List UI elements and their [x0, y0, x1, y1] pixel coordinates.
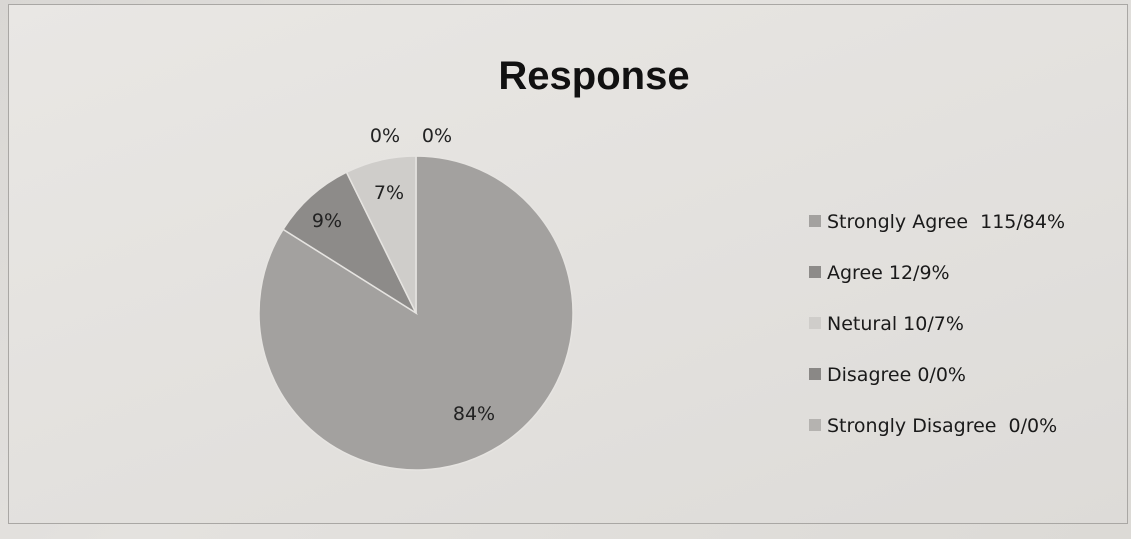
pie-slice-agree [282, 171, 418, 316]
legend-swatch-agree [809, 266, 821, 278]
chart-frame: Response 84% 9% 7% 0% 0% Strongly Agree 115/… [8, 4, 1128, 524]
legend-label-disagree: Disagree 0/0% [827, 364, 966, 386]
chart-title: Response [498, 54, 689, 98]
data-label-strongly-agree: 84% [453, 403, 495, 425]
legend-swatch-disagree [809, 368, 821, 380]
data-label-strongly-disagree: 0% [422, 125, 452, 147]
pie-slices [258, 155, 574, 471]
legend-label-strongly-agree: Strongly Agree 115/84% [827, 211, 1065, 233]
pie-slice-netural [345, 155, 417, 314]
legend-swatch-strongly-disagree [809, 419, 821, 431]
legend-label-agree: Agree 12/9% [827, 262, 950, 284]
data-label-netural: 7% [374, 182, 404, 204]
legend-label-strongly-disagree: Strongly Disagree 0/0% [827, 415, 1057, 437]
data-label-disagree: 0% [370, 125, 400, 147]
legend-swatch-strongly-agree [809, 215, 821, 227]
pie-chart: Response 84% 9% 7% 0% 0% Strongly Agree 115/… [258, 54, 1065, 471]
pie-data-labels: 84% 9% 7% 0% 0% [312, 125, 495, 425]
legend-label-netural: Netural 10/7% [827, 313, 964, 335]
data-label-agree: 9% [312, 210, 342, 232]
legend: Strongly Agree 115/84% Agree 12/9% Netural… [809, 211, 1065, 437]
legend-swatch-netural [809, 317, 821, 329]
